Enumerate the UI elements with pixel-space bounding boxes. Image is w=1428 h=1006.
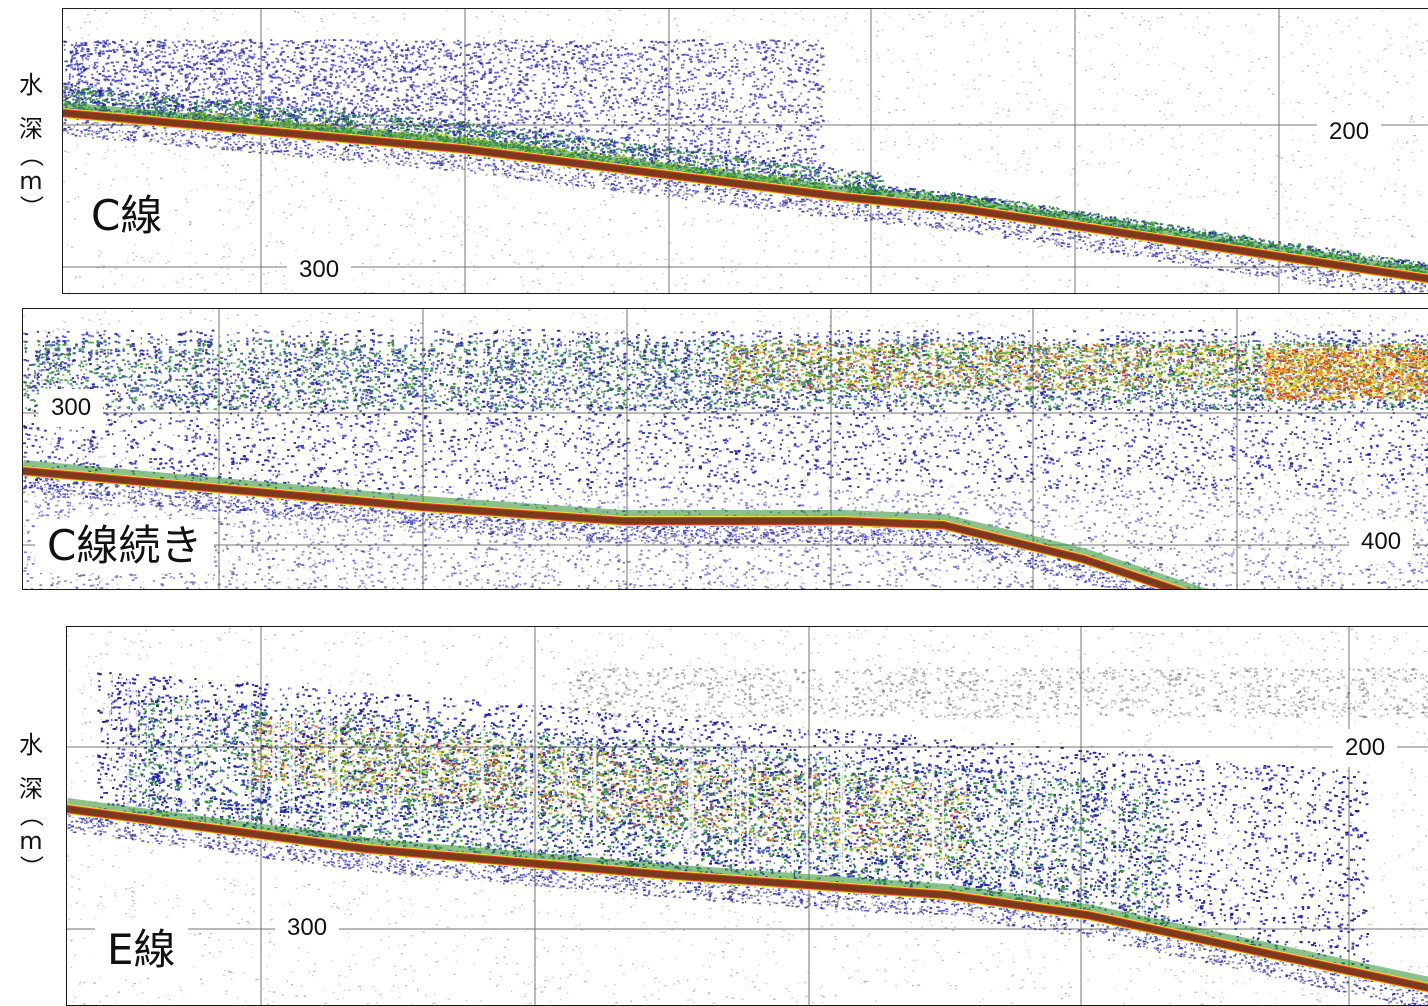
depth-label-400: 400 bbox=[1349, 523, 1413, 561]
y-axis-char: ） bbox=[20, 195, 42, 219]
depth-label-200: 200 bbox=[1333, 729, 1397, 767]
y-axis-label-top: 水 深 （ m ） bbox=[14, 70, 48, 218]
echogram-panel-e: 200 300 E線 bbox=[66, 626, 1428, 1006]
depth-label-300: 300 bbox=[287, 251, 351, 289]
echogram-c2 bbox=[23, 309, 1428, 590]
depth-label-300: 300 bbox=[39, 389, 103, 427]
y-axis-char: m bbox=[19, 826, 42, 856]
y-axis-char: m bbox=[19, 166, 42, 196]
y-axis-char: 水 bbox=[19, 70, 43, 100]
y-axis-char: 水 bbox=[19, 730, 43, 760]
echogram-panel-c-continued: 300 400 C線続き bbox=[22, 308, 1428, 590]
y-axis-char: （ bbox=[20, 143, 42, 167]
echogram-c bbox=[63, 9, 1428, 294]
echogram-panel-c: 200 300 C線 bbox=[62, 8, 1428, 294]
echogram-e bbox=[67, 627, 1428, 1006]
depth-label-200: 200 bbox=[1317, 113, 1381, 151]
line-title-c: C線 bbox=[79, 189, 174, 243]
line-title-e: E線 bbox=[95, 923, 188, 977]
seabed-line bbox=[63, 109, 1428, 281]
y-axis-char: （ bbox=[20, 803, 42, 827]
y-axis-char: ） bbox=[20, 855, 42, 879]
depth-label-300: 300 bbox=[275, 909, 339, 947]
echo-speckles bbox=[23, 309, 1428, 590]
line-title-c-continued: C線続き bbox=[35, 519, 214, 573]
y-axis-char: 深 bbox=[19, 774, 43, 804]
y-axis-label-bottom: 水 深 （ m ） bbox=[14, 730, 48, 878]
y-axis-char: 深 bbox=[19, 114, 43, 144]
